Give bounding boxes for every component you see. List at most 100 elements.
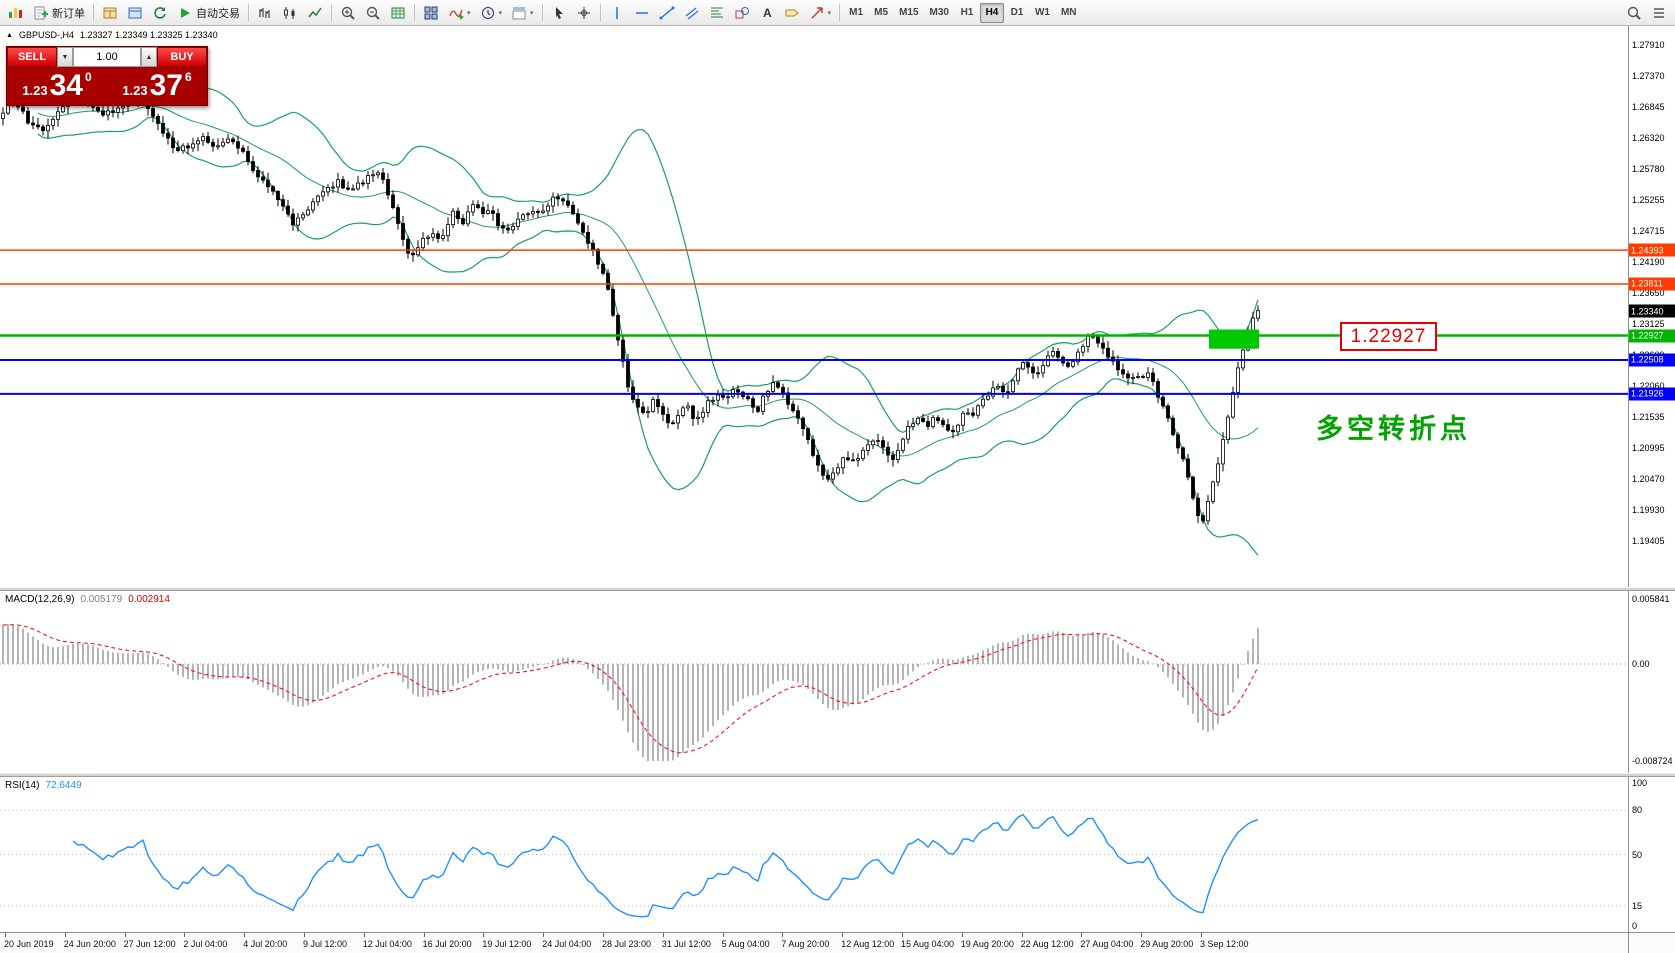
macd-tick-label: -0.008724 xyxy=(1632,756,1673,766)
price-tick-label: 1.23125 xyxy=(1632,318,1665,329)
time-tick xyxy=(64,933,66,937)
turning-point-annotation[interactable]: 多空转折点 xyxy=(1316,414,1471,444)
level-callout[interactable]: 1.22927 xyxy=(1340,322,1437,351)
price-axis[interactable]: 1.27910 1.27370 1.26845 1.26320 1.25780 1.252… xyxy=(1628,26,1675,587)
app-logo-icon[interactable] xyxy=(4,2,28,24)
macd-header: MACD(12,26,9) 0.005179 0.002914 xyxy=(5,594,170,605)
buy-price-prefix: 1.23 xyxy=(122,82,148,98)
time-label: 22 Aug 12:00 xyxy=(1020,939,1074,949)
timeframe-d1-button[interactable]: D1 xyxy=(1010,7,1024,18)
price-tick-label: 1.26320 xyxy=(1632,132,1665,143)
buy-price-display[interactable]: 1.23 37 6 xyxy=(107,67,207,105)
horizontal-line-icon[interactable] xyxy=(630,2,654,24)
price-chart-panel[interactable]: ▲ GBPUSD-,H4 1.23327 1.23349 1.23325 1.2… xyxy=(0,26,1675,587)
volume-input[interactable] xyxy=(73,47,141,67)
navigator-refresh-icon[interactable] xyxy=(148,2,172,24)
time-tick xyxy=(1021,933,1023,937)
toolbar-separator xyxy=(414,4,415,21)
rsi-tick-label: 15 xyxy=(1632,900,1643,911)
price-tag-1.22927: 1.22927 xyxy=(1629,329,1675,343)
periods-icon[interactable]: ▾ xyxy=(476,2,507,24)
chevron-down-icon: ▾ xyxy=(530,9,534,17)
time-tick xyxy=(722,933,724,937)
sell-price-prefix: 1.23 xyxy=(22,82,48,98)
timeframe-w1-button[interactable]: W1 xyxy=(1034,7,1050,18)
text-icon[interactable]: A xyxy=(755,2,779,24)
expand-arrow-icon[interactable]: ▲ xyxy=(6,31,13,39)
price-tick-label: 1.27910 xyxy=(1632,40,1665,50)
time-tick xyxy=(304,933,305,937)
rsi-panel[interactable]: RSI(14) 72.6449 100 80 50 15 0 xyxy=(0,777,1675,932)
rsi-axis[interactable]: 100 80 50 15 0 xyxy=(1628,777,1675,932)
volume-increase-button[interactable]: ▲ xyxy=(141,47,157,67)
macd-tick-label: 0.00 xyxy=(1632,658,1650,669)
market-watch-icon[interactable] xyxy=(123,2,147,24)
price-tick-label: 1.26845 xyxy=(1632,102,1665,113)
autotrading-button[interactable]: 自动交易 xyxy=(173,2,244,24)
highlight-rectangle[interactable] xyxy=(1209,329,1259,349)
time-label: 9 Jul 12:00 xyxy=(303,939,348,949)
templates-icon[interactable]: ▾ xyxy=(507,2,538,24)
time-label: 27 Jun 12:00 xyxy=(123,939,176,949)
chart-window: ▲ GBPUSD-,H4 1.23327 1.23349 1.23325 1.2… xyxy=(0,26,1675,953)
timeframe-m5-button[interactable]: M5 xyxy=(874,7,889,18)
time-axis[interactable]: 20 Jun 2019 24 Jun 20:00 27 Jun 12:00 2 Jul… xyxy=(0,932,1675,953)
new-order-button[interactable]: 新订单 xyxy=(29,2,89,24)
chevron-down-icon: ▾ xyxy=(498,9,503,17)
profiles-icon[interactable] xyxy=(98,2,122,24)
arrows-icon[interactable]: ▾ xyxy=(805,2,836,24)
new-order-button-label: 新订单 xyxy=(52,7,85,20)
bar-chart-icon[interactable] xyxy=(253,2,277,24)
shapes-icon[interactable] xyxy=(730,2,754,24)
one-click-trading-panel: SELL ▼ ▲ BUY 1.23 34 0 1.23 37 6 xyxy=(6,46,208,106)
rsi-canvas[interactable] xyxy=(0,777,1628,932)
channel-icon[interactable] xyxy=(680,2,704,24)
panel-splitter[interactable] xyxy=(0,587,1675,591)
time-tick xyxy=(543,933,545,937)
sell-price-big: 34 xyxy=(49,69,83,102)
vertical-line-icon[interactable] xyxy=(605,2,629,24)
time-tick xyxy=(842,933,844,937)
price-tick-label: 1.23650 xyxy=(1632,288,1665,299)
time-tick xyxy=(603,933,604,937)
zoom-out-icon[interactable] xyxy=(361,2,385,24)
time-label: 24 Jul 04:00 xyxy=(542,939,592,949)
symbol-ohlc: 1.23327 1.23349 1.23325 1.23340 xyxy=(79,30,218,40)
macd-panel[interactable]: MACD(12,26,9) 0.005179 0.002914 0.005841… xyxy=(0,591,1675,773)
search-icon[interactable] xyxy=(1622,2,1646,24)
quick-menu-icon[interactable] xyxy=(1647,2,1671,24)
line-chart-icon[interactable] xyxy=(303,2,327,24)
panel-splitter[interactable] xyxy=(0,773,1675,777)
arrange-windows-icon[interactable] xyxy=(419,2,443,24)
price-chart-canvas[interactable] xyxy=(0,26,1628,587)
timeframe-mn-button[interactable]: MN xyxy=(1060,7,1077,18)
svg-text:A: A xyxy=(763,6,772,20)
timeframe-h1-button[interactable]: H1 xyxy=(960,7,974,18)
time-label: 24 Jun 20:00 xyxy=(63,939,116,949)
cursor-icon[interactable] xyxy=(547,2,571,24)
time-tick xyxy=(1201,933,1202,937)
indicators-icon[interactable]: ▾ xyxy=(444,2,475,24)
volume-decrease-button[interactable]: ▼ xyxy=(57,47,73,67)
sell-price-display[interactable]: 1.23 34 0 xyxy=(7,67,107,105)
fibonacci-icon[interactable] xyxy=(705,2,729,24)
macd-axis[interactable]: 0.005841 0.00 -0.008724 xyxy=(1628,591,1675,773)
macd-tick-label: 0.005841 xyxy=(1632,594,1670,604)
timeframe-h4-button[interactable]: H4 xyxy=(979,2,1004,23)
tile-windows-icon[interactable] xyxy=(386,2,410,24)
label-icon[interactable] xyxy=(780,2,804,24)
trendline-icon[interactable] xyxy=(655,2,679,24)
macd-canvas[interactable] xyxy=(0,591,1628,773)
time-label: 5 Aug 04:00 xyxy=(721,939,770,949)
sell-button[interactable]: SELL xyxy=(7,47,57,67)
time-label: 7 Aug 20:00 xyxy=(781,939,830,949)
timeframe-m1-button[interactable]: M1 xyxy=(849,7,864,18)
timeframe-m30-button[interactable]: M30 xyxy=(929,7,949,18)
timeframe-m15-button[interactable]: M15 xyxy=(899,7,919,18)
buy-price-big: 37 xyxy=(149,69,183,102)
candlestick-chart-icon[interactable] xyxy=(278,2,302,24)
crosshair-icon[interactable] xyxy=(572,2,596,24)
time-label: 29 Aug 20:00 xyxy=(1140,939,1194,949)
zoom-in-icon[interactable] xyxy=(336,2,360,24)
buy-button[interactable]: BUY xyxy=(157,47,207,67)
